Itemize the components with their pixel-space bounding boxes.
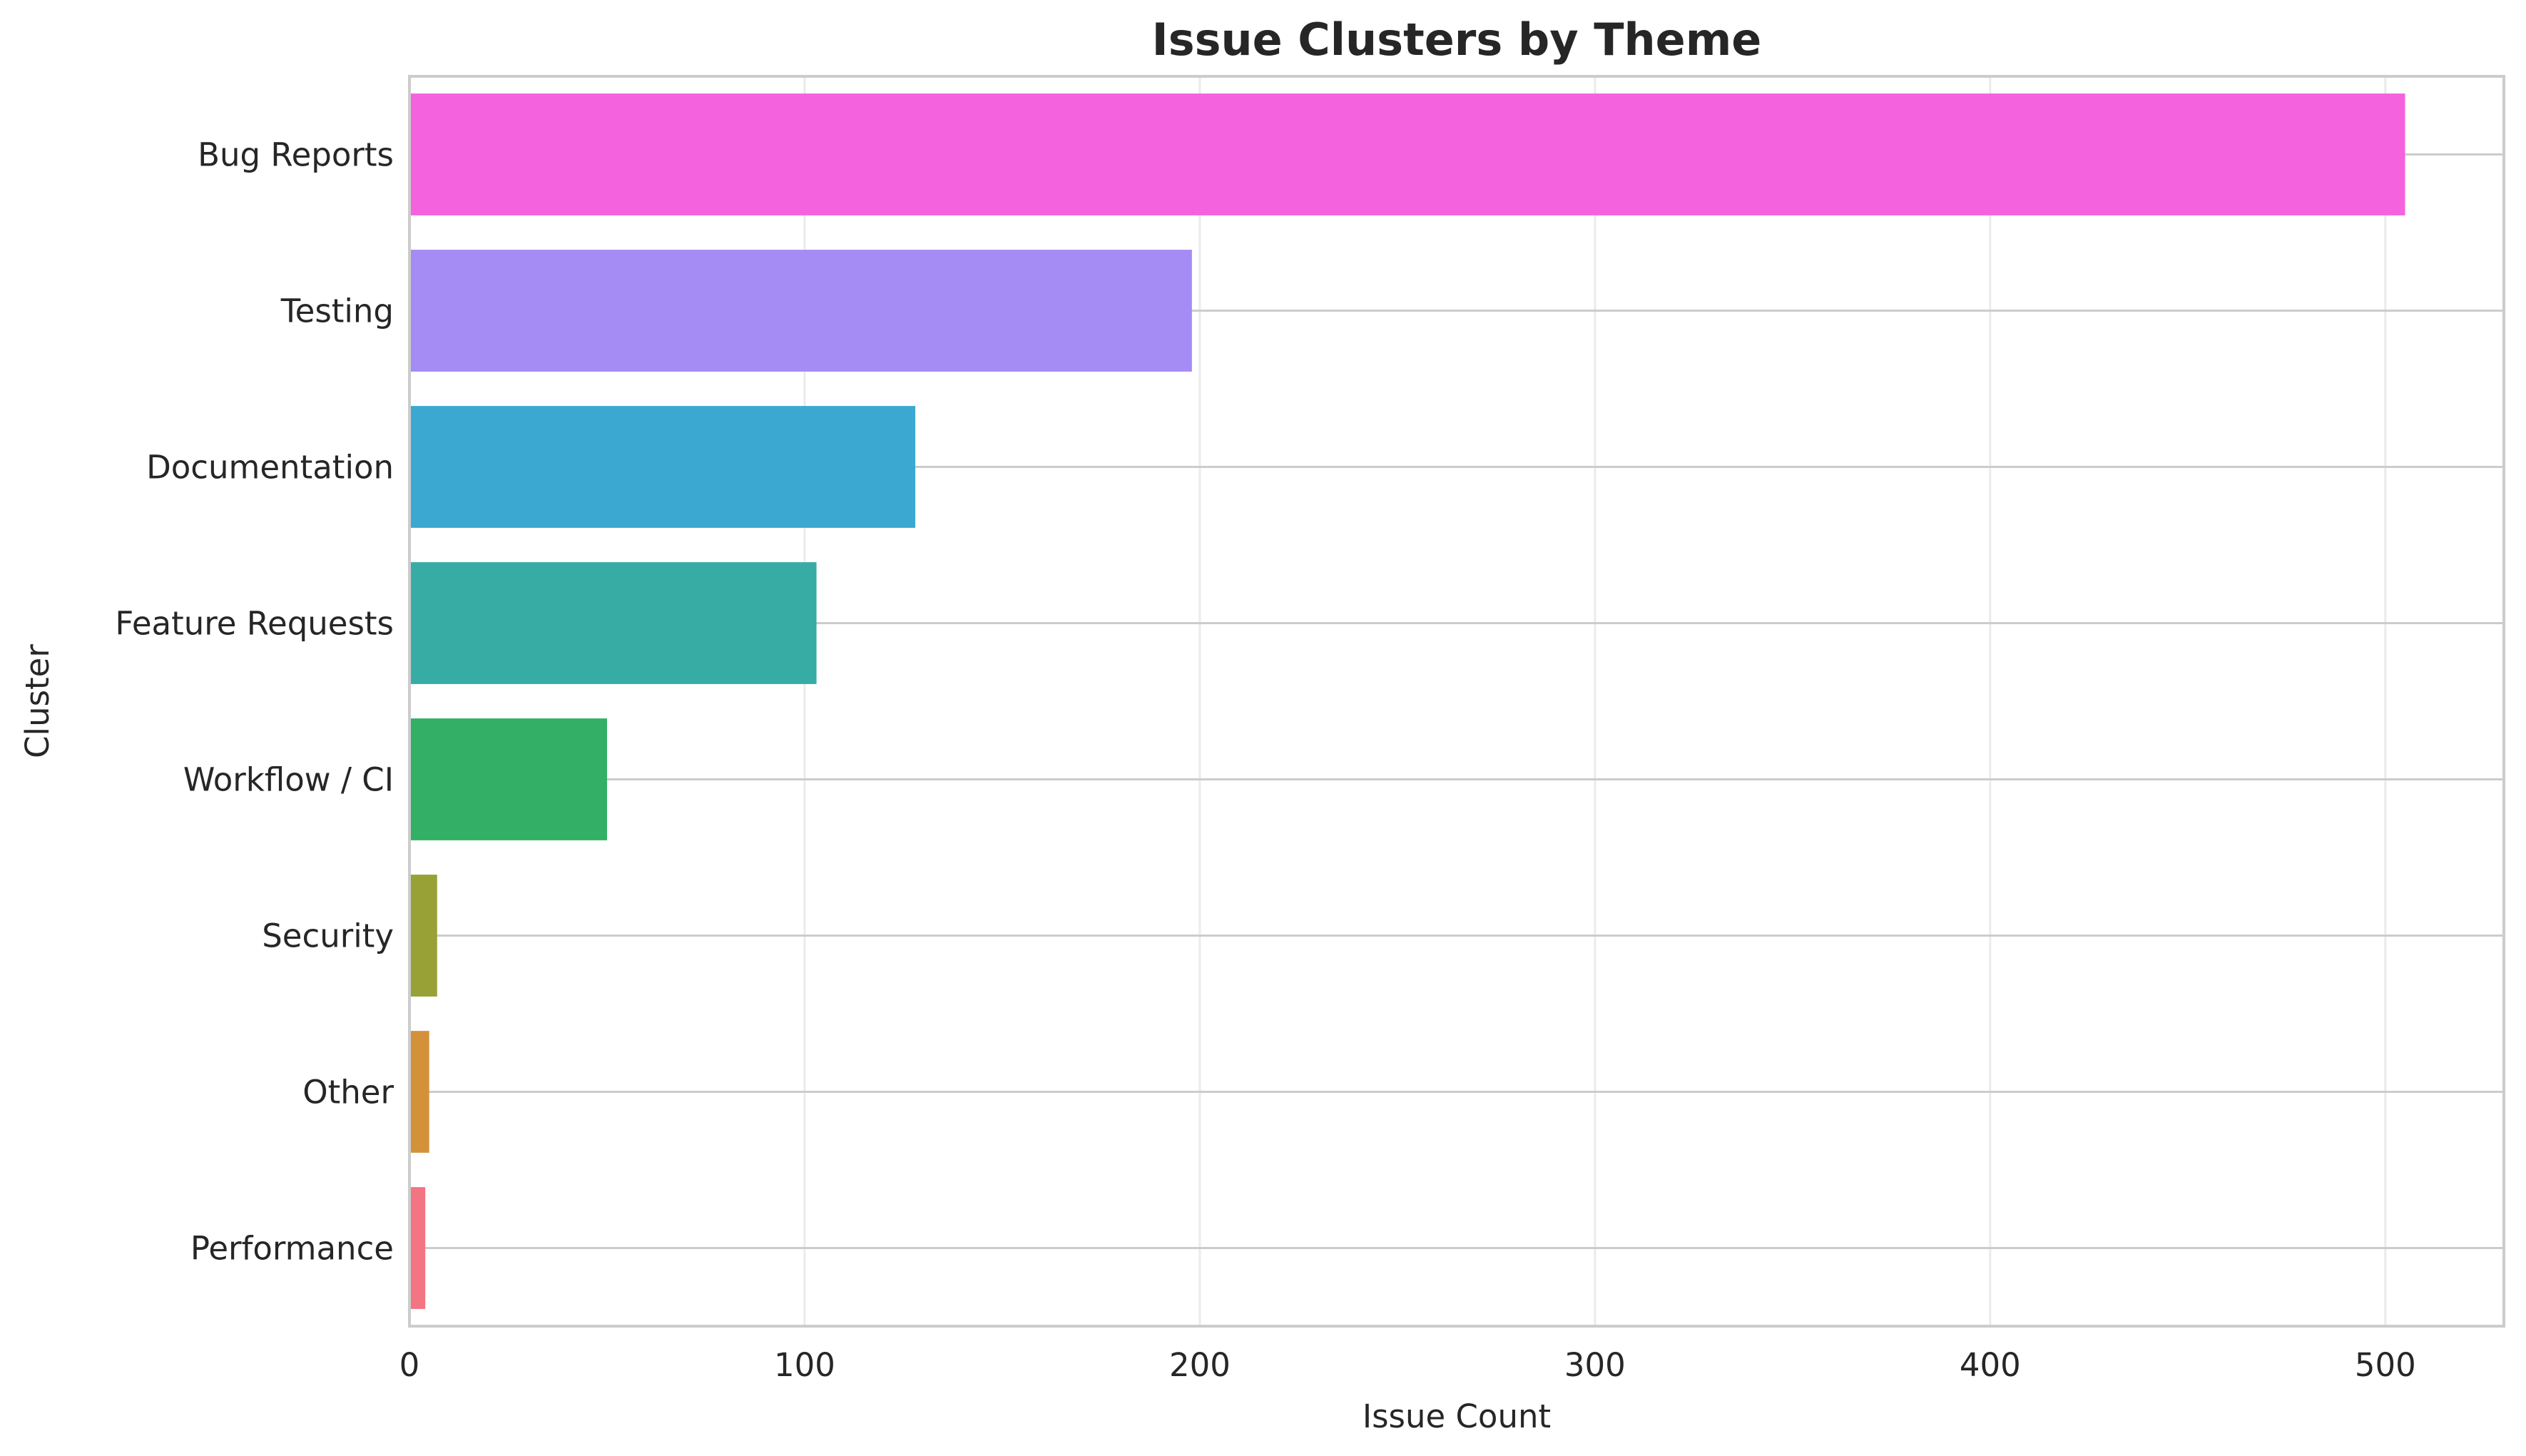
bar xyxy=(409,875,437,997)
bar xyxy=(409,250,1192,372)
bar xyxy=(409,718,607,840)
bars xyxy=(409,93,2405,1309)
y-gridlines xyxy=(409,153,2504,1249)
y-tick-label: Security xyxy=(262,917,394,955)
bar xyxy=(409,1031,429,1153)
x-axis-label: Issue Count xyxy=(1363,1398,1551,1435)
bar xyxy=(409,562,817,684)
y-axis-label: Cluster xyxy=(19,644,56,758)
x-tick-label: 300 xyxy=(1564,1346,1626,1384)
y-tick-label: Performance xyxy=(190,1230,394,1268)
y-tick-label: Bug Reports xyxy=(198,136,394,174)
y-tick-label: Other xyxy=(302,1074,394,1111)
x-tick-labels: 0 100 200 300 400 500 xyxy=(399,1346,2416,1384)
y-tick-label: Workflow / CI xyxy=(183,761,394,799)
x-tick-label: 500 xyxy=(2355,1346,2416,1384)
x-tick-label: 200 xyxy=(1169,1346,1231,1384)
y-tick-label: Documentation xyxy=(146,449,394,487)
bar xyxy=(409,1187,426,1309)
y-tick-label: Feature Requests xyxy=(115,605,394,643)
x-tick-label: 0 xyxy=(399,1346,420,1384)
chart-title: Issue Clusters by Theme xyxy=(1152,14,1762,66)
y-tick-labels: Bug Reports Testing Documentation Feature R… xyxy=(115,136,394,1268)
plot-frame xyxy=(408,75,2505,1328)
bar xyxy=(409,406,916,528)
x-tick-label: 400 xyxy=(1960,1346,2021,1384)
y-tick-label: Testing xyxy=(280,292,394,330)
bar xyxy=(409,93,2405,215)
x-tick-label: 100 xyxy=(774,1346,835,1384)
